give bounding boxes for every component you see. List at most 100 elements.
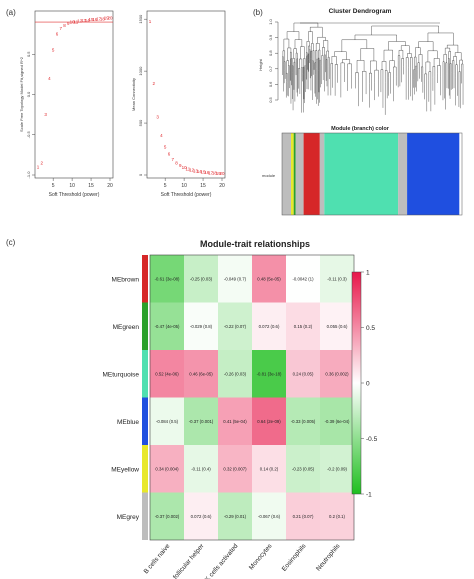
data-point: 7 [59,26,62,31]
heatmap-cell-label: -0.81 (3e-18) [257,371,282,376]
x-axis-label: Soft Threshold (power) [161,192,212,198]
y-tick-label: 0 [138,173,143,176]
data-point: 4 [160,133,163,138]
heatmap-cell [286,255,320,303]
heatmap-cell [286,445,320,493]
colorbar-tick-label: 0.5 [366,325,375,332]
data-point: 10 [182,165,188,170]
heatmap-cell [320,302,354,350]
colorbar-frame [281,132,463,216]
x-tick-label: 10 [181,183,187,189]
heatmap-cell-label: -0.084 (0.5) [156,419,179,424]
dendrogram-tree [282,22,464,115]
data-point: 1 [149,19,152,24]
heatmap-cell-label: 0.072 (0.6) [191,514,212,519]
colorbar-tick-label: -0.5 [366,436,378,443]
heatmap-cell [218,255,252,303]
data-point: 18 [100,16,106,21]
heatmap-cell-label: -0.61 (3e-08) [155,276,180,281]
dendrogram-y-tick-label: 1.0 [268,18,273,24]
heatmap-cell-label: -0.37 (0.002) [155,514,180,519]
data-point: 5 [164,144,167,149]
heatmap-cell [218,397,252,445]
x-tick-label: 15 [200,183,206,189]
heatmap-cell [252,350,286,398]
data-point: 14 [197,169,203,174]
data-point: 13 [81,18,87,23]
data-point: 11 [186,166,191,171]
data-point: 20 [107,16,113,21]
dendrogram-y-tick-label: 0.7 [268,65,273,71]
data-point: 2 [153,81,156,86]
heatmap-cell-label: -0.049 (0.7) [224,276,247,281]
heatmap-cell [320,255,354,303]
heatmap-cell-label: -0.25 (0.03) [190,276,213,281]
heatmap-cell-label: 0.52 (4e-06) [155,371,179,376]
data-point: 12 [77,19,83,24]
data-point: 20 [219,171,225,176]
trait-column-label: NK cells activated [201,542,240,579]
data-point: 8 [175,161,178,166]
data-point: 19 [104,16,110,21]
heatmap-cell-label: -0.2 (0.09) [327,466,347,471]
module-color-segment [303,133,320,215]
data-point: 9 [67,21,70,26]
x-tick-label: 20 [107,183,113,189]
data-point: 6 [168,152,171,157]
x-tick-label: 5 [164,183,167,189]
heatmap-cell-label: -0.029 (0.8) [190,324,213,329]
heatmap-cell-label: 0.34 (0.004) [155,466,179,471]
module-color-swatch [142,445,148,493]
trait-column-label: B cells naive [143,542,172,575]
heatmap-cell [252,492,286,540]
x-tick-label: 15 [88,183,94,189]
trait-column-label: Eosinophils [281,542,308,573]
data-point: 15 [89,17,95,22]
heatmap-cell [252,445,286,493]
module-row-label: MEturquoise [103,371,140,378]
heatmap-cell-label: -0.0042 (1) [292,276,314,281]
data-point: 17 [96,16,102,21]
data-point: 3 [156,114,159,119]
trait-column-label: Neutrophils [315,542,342,572]
colorbar-tick-label: 1 [366,270,370,277]
data-point: 8 [63,23,66,28]
heatmap-cell-label: -0.39 (6e-04) [325,419,350,424]
heatmap-cell-label: 0.41 (5e-04) [223,419,247,424]
heatmap-cell [150,255,184,303]
heatmap-cell-label: -0.37 (0.001) [189,419,214,424]
module-color-swatch [142,255,148,303]
colorbar [351,271,362,495]
data-point: 13 [193,168,199,173]
heatmap-cell [184,492,218,540]
heatmap-cell [252,397,286,445]
module-color-segment [295,133,304,215]
module-color-segment [293,133,296,215]
module-row-label: MEblue [117,419,139,426]
heatmap-cell [184,302,218,350]
module-row-label: MEgreen [113,324,140,331]
module-color-segment [324,133,399,215]
module-color-swatch [142,397,148,445]
dendrogram-y-label: Height [258,58,263,70]
colorbar-tick-label: 0 [366,381,370,388]
module-color-segment [398,133,408,215]
trait-column-label: Monocytes [248,542,274,571]
dendrogram-y-tick-label: 0.9 [268,34,273,40]
heatmap-cell-label: 0.36 (0.002) [325,371,349,376]
module-color-swatch [142,350,148,398]
y-tick-label: 1500 [138,14,143,24]
data-point: 11 [74,20,79,25]
data-point: 9 [179,163,182,168]
dendrogram-y-tick-label: 0.6 [268,81,273,87]
heatmap-cell-label: 0.24 (0.05) [293,371,314,376]
x-tick-label: 20 [219,183,225,189]
data-point: 10 [70,20,76,25]
data-point: 1 [37,164,40,169]
heatmap-cell [150,350,184,398]
panel-label-a: (a) [6,8,16,17]
data-point: 17 [208,170,214,175]
heatmap-cell-label: 0.21 (0.07) [293,514,314,519]
heatmap-cell-label: -0.067 (0.6) [258,514,281,519]
